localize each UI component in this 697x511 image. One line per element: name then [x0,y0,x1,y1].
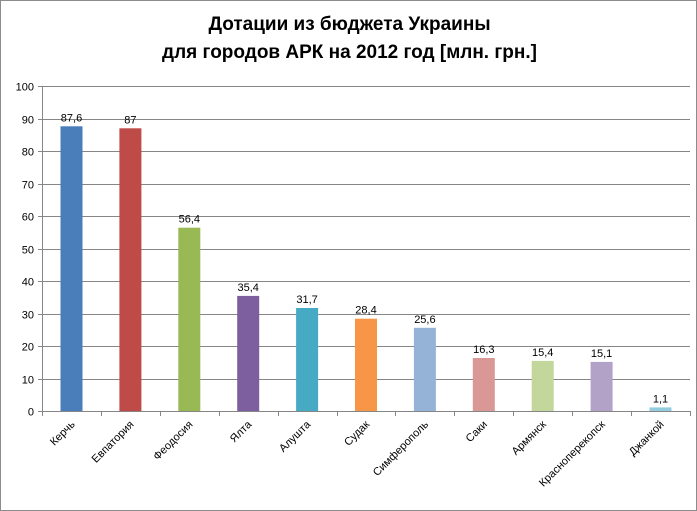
data-label: 87 [124,114,136,126]
bar [590,361,613,411]
x-tick-labels: Керчь Евпатория Феодосия Ялта Алушта СудакСим… [48,418,667,489]
x-tick-label: Армянск [510,419,549,458]
chart-title-line-2: для городов АРК на 2012 год [млн. грн.] [162,42,537,63]
y-tick-label: 90 [22,115,34,127]
bar [355,318,377,411]
data-label: 1,1 [653,393,668,405]
data-label: 25,6 [414,314,435,326]
x-tick-label: Алушта [277,418,314,455]
data-label: 16,3 [473,344,494,356]
chart-title-line-1: Дотации из бюджета Украины [208,14,491,35]
x-tick-label: Судак [342,419,372,449]
data-label: 28,4 [355,305,376,317]
gridlines [42,86,690,380]
y-tick-label: 40 [22,277,34,289]
x-tick-label: Симферополь [371,418,431,478]
y-tick-label: 80 [22,147,34,159]
bar [649,407,672,411]
data-label: 56,4 [179,214,200,226]
x-tick-label: Ялта [228,418,255,445]
y-tick-label: 50 [22,245,34,257]
bars [60,126,672,412]
bar [472,358,495,411]
x-tick-label: Керчь [48,418,78,448]
bar [237,295,260,411]
data-label: 15,1 [591,348,612,360]
data-label: 87,6 [61,112,82,124]
bar [413,327,436,411]
bar [531,360,554,411]
y-tick-label: 20 [22,342,34,354]
data-label: 31,7 [296,294,317,306]
data-label: 35,4 [237,282,258,294]
bar [119,128,142,412]
bar [60,126,83,412]
y-tick-label: 10 [22,375,34,387]
bar [296,308,319,411]
y-tick-label: 30 [22,310,34,322]
bar [178,227,201,411]
y-tick-label: 60 [22,212,34,224]
x-tick-label: Евпатория [90,419,137,466]
chart-title: Дотации из бюджета Украины для городов А… [1,11,696,67]
y-tick-labels: 0 10 20 30 40 50 60 70 80 90 100 [16,82,34,419]
y-tick-label: 0 [28,407,34,419]
x-tick-label: Саки [464,419,490,445]
data-labels: 87,6 87 56,4 35,4 31,7 28,4 25,6 16,3 15,4 15,1 1,… [61,112,668,405]
x-tick-label: Феодосия [151,419,195,463]
axes [38,86,691,416]
x-tick-label: Красноперекопск [537,419,608,490]
y-tick-label: 70 [22,180,34,192]
data-label: 15,4 [532,347,553,359]
y-tick-label: 100 [16,82,34,94]
x-tick-label: Джанкой [627,419,667,459]
